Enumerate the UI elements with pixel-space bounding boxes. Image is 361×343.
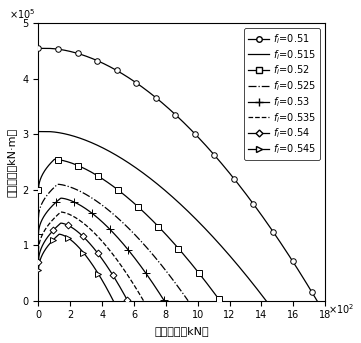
Legend: $f_i$=0.51, $f_i$=0.515, $f_i$=0.52, $f_i$=0.525, $f_i$=0.53, $f_i$=0.535, $f_i$: $f_i$=0.51, $f_i$=0.515, $f_i$=0.52, $f_… [244, 28, 320, 160]
Text: $\times10^5$: $\times10^5$ [9, 7, 36, 21]
Y-axis label: 倾覆力矩（kN·m）: 倾覆力矩（kN·m） [7, 128, 17, 197]
X-axis label: 轴向载荷（kN）: 轴向载荷（kN） [155, 326, 209, 336]
Text: $\times10^2$: $\times10^2$ [328, 302, 354, 316]
